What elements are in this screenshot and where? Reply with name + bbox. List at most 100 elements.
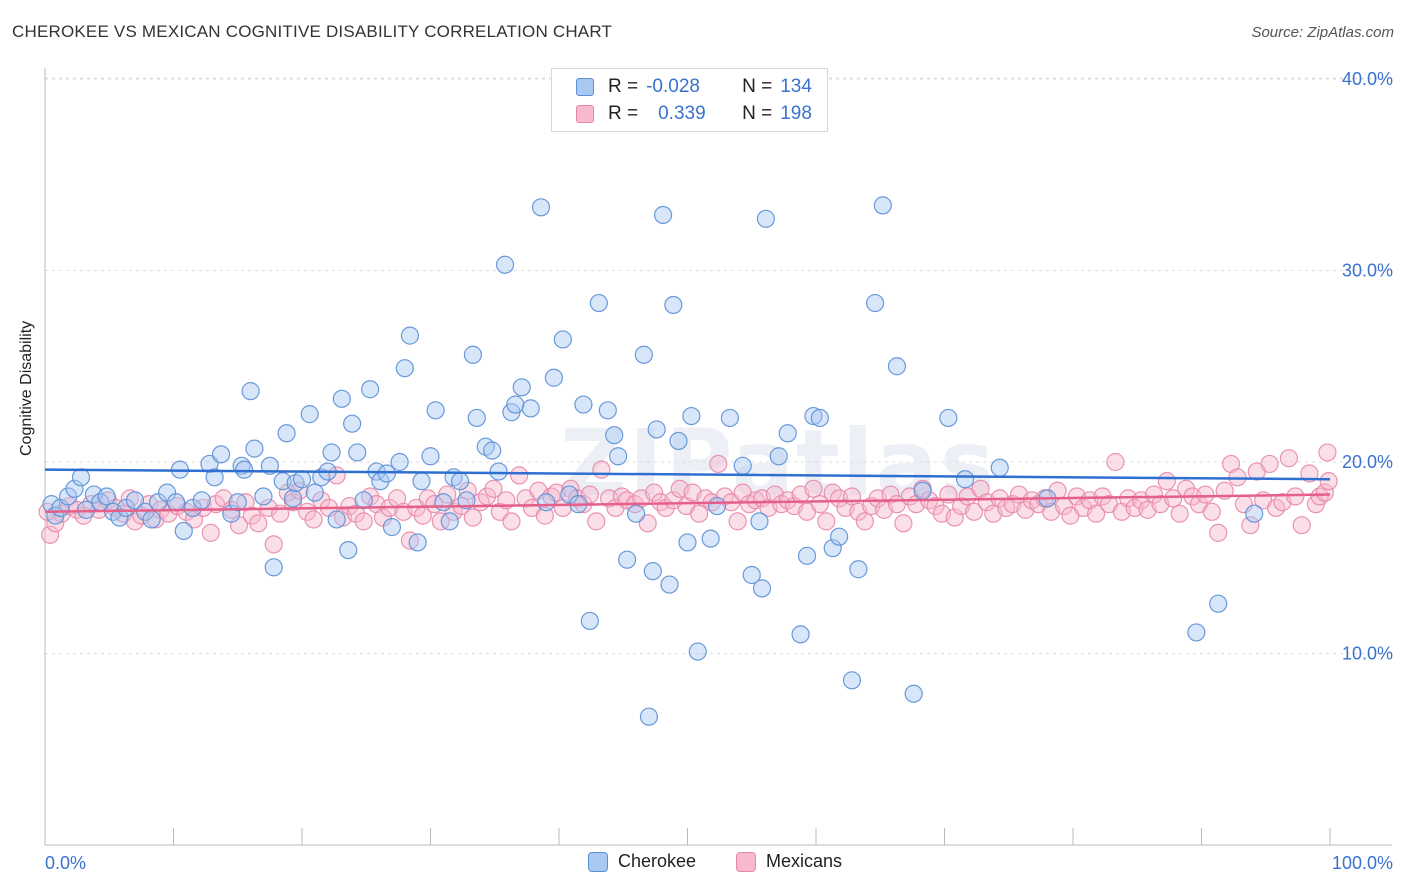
cherokee-point xyxy=(939,408,958,428)
cherokee-point xyxy=(483,441,502,460)
cherokee-point xyxy=(71,468,91,487)
y-tick-label: 20.0% xyxy=(1342,452,1393,472)
cherokee-point xyxy=(639,707,659,726)
legend-item-mexicans[interactable]: Mexicans xyxy=(736,851,842,872)
legend-r-value: 0.339 xyxy=(658,103,706,124)
cherokee-point xyxy=(688,642,707,661)
cherokee-point xyxy=(1209,594,1228,613)
cherokee-point xyxy=(408,533,427,552)
cherokee-point xyxy=(192,491,211,510)
cherokee-point xyxy=(804,406,823,426)
cherokee-point xyxy=(955,470,975,489)
mexicans-point xyxy=(278,483,297,502)
mexicans-point xyxy=(1319,472,1338,491)
cherokee-point xyxy=(361,380,380,399)
cherokee-point xyxy=(810,408,829,428)
cherokee-point xyxy=(752,579,772,598)
cherokee-point xyxy=(241,382,260,401)
cherokee-point xyxy=(660,575,679,594)
cherokee-point xyxy=(174,521,193,541)
cherokee-point xyxy=(797,546,817,565)
mexicans-point xyxy=(304,510,323,529)
mexicans-point xyxy=(1087,504,1106,523)
cherokee-point xyxy=(1245,504,1264,523)
cherokee-point xyxy=(348,443,367,462)
cherokee-point xyxy=(283,489,303,508)
mexicans-point xyxy=(728,512,747,531)
cherokee-point xyxy=(842,671,862,690)
mexicans-point xyxy=(855,512,874,531)
cherokee-point xyxy=(643,562,662,581)
x-tick-label: 100.0% xyxy=(1332,853,1393,873)
cherokee-point xyxy=(913,481,932,500)
cherokee-trend-line xyxy=(44,468,1331,481)
mexicans-point xyxy=(354,512,373,531)
cherokee-point xyxy=(830,527,849,546)
mexicans-point xyxy=(458,481,477,500)
cherokee-point xyxy=(707,496,727,516)
mexicans-point xyxy=(41,525,60,544)
cherokee-point xyxy=(354,491,373,510)
cherokee-point xyxy=(166,493,186,512)
cherokee-point xyxy=(322,443,341,462)
legend-n-value: 198 xyxy=(780,103,812,124)
cherokee-point xyxy=(327,510,346,529)
mexicans-point xyxy=(1202,502,1221,521)
cherokee-point xyxy=(235,460,254,479)
mexicans-point xyxy=(283,493,303,512)
cherokee-point xyxy=(205,468,224,487)
cherokee-point xyxy=(305,483,324,502)
cherokee-point xyxy=(457,491,476,510)
cherokee-point xyxy=(506,395,525,414)
mexicans-point xyxy=(264,535,283,554)
mexicans-point xyxy=(249,514,268,533)
mexicans-point xyxy=(1241,516,1260,535)
mexicans-swatch xyxy=(576,105,594,123)
cherokee-point xyxy=(769,447,788,466)
cherokee-point xyxy=(245,439,264,458)
grid-lines xyxy=(45,77,1392,654)
cherokee-point xyxy=(664,295,683,315)
cherokee-point xyxy=(873,196,892,215)
legend-n-label: N = xyxy=(742,76,773,97)
cherokee-point xyxy=(343,414,362,433)
mexicans-point xyxy=(644,483,664,502)
cherokee-swatch xyxy=(588,851,608,872)
mexicans-point xyxy=(810,495,829,514)
cherokee-point xyxy=(678,533,697,552)
mexicans-point xyxy=(689,504,709,523)
mexicans-point xyxy=(346,504,366,523)
mexicans-point xyxy=(510,466,529,485)
legend-item-cherokee[interactable]: Cherokee xyxy=(588,851,696,872)
legend-n-label: N = xyxy=(742,103,773,124)
cherokee-point xyxy=(463,345,483,364)
mexicans-point xyxy=(817,512,836,531)
legend-label-cherokee: Cherokee xyxy=(618,851,697,871)
cherokee-point xyxy=(450,472,470,491)
cherokee-point xyxy=(421,447,440,466)
mexicans-point xyxy=(1157,472,1176,491)
y-tick-label: 30.0% xyxy=(1342,261,1393,281)
cherokee-point xyxy=(544,368,563,387)
cherokee-point xyxy=(887,357,907,376)
cherokee-point xyxy=(264,558,283,577)
mexicans-point xyxy=(502,512,521,531)
cherokee-point xyxy=(553,330,572,349)
mexicans-point xyxy=(1318,443,1337,462)
cherokee-point xyxy=(990,458,1009,477)
cherokee-point xyxy=(97,487,116,506)
mexicans-point xyxy=(881,485,900,504)
cherokee-point xyxy=(589,293,608,313)
stats-legend: R = -0.028 N = 134 R = 0.339 N = 198 xyxy=(551,68,828,132)
mexicans-point xyxy=(842,487,862,506)
cherokee-point xyxy=(537,493,556,512)
y-tick-label: 40.0% xyxy=(1342,69,1393,89)
cherokee-point xyxy=(634,345,653,364)
cherokee-point xyxy=(733,456,752,475)
cherokee-points xyxy=(42,196,1264,726)
mexicans-point xyxy=(945,508,964,527)
cherokee-point xyxy=(742,565,761,585)
cherokee-point xyxy=(574,395,593,414)
cherokee-point xyxy=(609,447,628,466)
mexicans-swatch xyxy=(736,851,756,872)
